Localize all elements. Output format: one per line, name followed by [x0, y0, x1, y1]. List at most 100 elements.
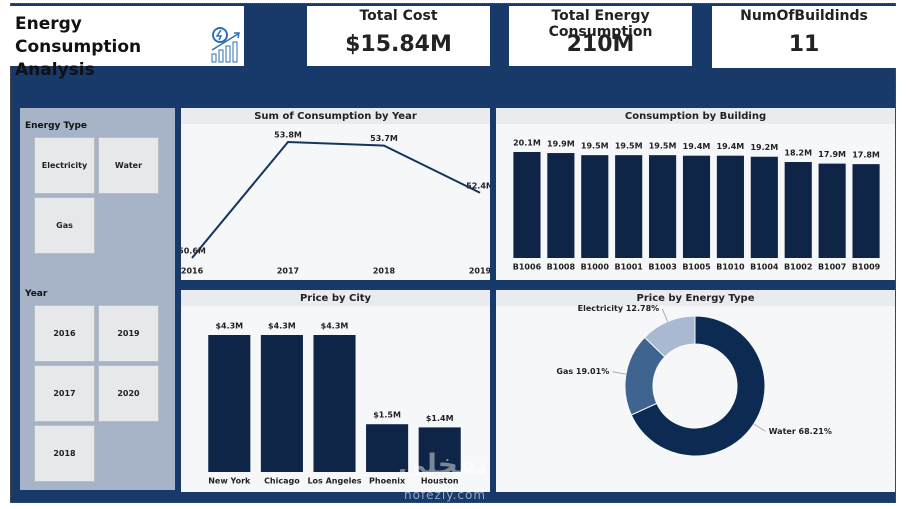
x-tick-label: B1009: [852, 263, 881, 272]
slicer-button[interactable]: 2018: [34, 425, 95, 482]
data-label: $1.4M: [426, 414, 454, 423]
slicer-button[interactable]: 2020: [98, 365, 159, 422]
chart-title: Price by Energy Type: [637, 293, 755, 304]
slicer-title: Energy Type: [25, 121, 88, 131]
bar: [366, 424, 409, 472]
data-label: 19.2M: [750, 143, 778, 152]
pie-slice: [643, 315, 696, 358]
x-tick-label: New York: [208, 477, 251, 486]
chart: Consumption by Building 20.1M B1006 19.9M B1…: [496, 108, 895, 280]
data-label: 19.5M: [615, 142, 643, 151]
x-tick-label: 2018: [373, 267, 396, 276]
bar: [260, 335, 303, 472]
bar: [418, 427, 461, 472]
x-tick-label: Phoenix: [369, 477, 406, 486]
x-tick-label: Los Angeles: [307, 477, 361, 486]
leader-line: [612, 371, 627, 375]
x-tick-label: 2016: [181, 267, 204, 276]
x-tick-label: B1000: [581, 263, 610, 272]
header-card: Energy Consumption Analysis: [10, 6, 244, 80]
data-label: 50.6M: [181, 247, 206, 256]
x-tick-label: B1010: [716, 263, 745, 272]
data-label: 19.5M: [649, 142, 677, 151]
data-label: Gas 19.01%: [556, 367, 609, 376]
x-tick-label: 2017: [277, 267, 299, 276]
data-label: 19.9M: [547, 140, 575, 149]
chart: Sum of Consumption by Year 50.6M 2016 53.8M…: [181, 108, 490, 280]
x-tick-label: 2019: [469, 267, 490, 276]
x-tick-label: B1008: [547, 263, 576, 272]
data-label: Water 68.21%: [769, 427, 832, 436]
x-tick-label: Houston: [421, 477, 459, 486]
slicer-button[interactable]: Gas: [34, 197, 95, 254]
watermark: nofezly.com: [404, 488, 487, 502]
kpi-value: 210M: [566, 32, 635, 57]
x-tick-label: B1007: [818, 263, 846, 272]
chart-title-band: [181, 108, 490, 124]
data-label: 19.4M: [683, 142, 711, 151]
chart-title: Price by City: [300, 293, 372, 304]
bar: [852, 164, 880, 258]
pie-slice: [630, 315, 766, 457]
data-label: $4.3M: [215, 322, 243, 331]
chart-title: Consumption by Building: [625, 111, 766, 122]
data-label: 17.9M: [818, 150, 846, 159]
watermark: نفخلي: [398, 448, 489, 481]
slicer-button[interactable]: Electricity: [34, 137, 95, 194]
kpi-card: Total Energy Consumption 210M: [509, 6, 692, 66]
slicer-title: Year: [25, 289, 48, 299]
kpi-card: Total Cost $15.84M: [307, 6, 490, 66]
line: [191, 140, 481, 259]
bar: [750, 156, 778, 258]
bar: [547, 153, 575, 258]
slicer-button[interactable]: 2017: [34, 365, 95, 422]
kpi-label: Total Energy Consumption: [548, 8, 653, 40]
bar: [581, 155, 609, 258]
chart-title-band: [496, 108, 895, 124]
bar: [208, 335, 251, 472]
chart-title-band: [181, 290, 490, 306]
bar: [682, 155, 711, 258]
data-label: $4.3M: [268, 322, 296, 331]
chart-title-band: [496, 290, 895, 306]
x-tick-label: B1004: [750, 263, 779, 272]
kpi-value: 11: [788, 32, 820, 57]
data-label: 18.2M: [784, 149, 812, 158]
data-label: $1.5M: [373, 411, 401, 420]
kpi-label: NumOfBuildinds: [740, 8, 868, 24]
slicer-button[interactable]: 2019: [98, 305, 159, 362]
x-tick-label: B1002: [784, 263, 812, 272]
x-tick-label: B1001: [614, 263, 643, 272]
data-label: 19.5M: [581, 142, 609, 151]
leader-line: [753, 423, 766, 432]
kpi-value: $15.84M: [345, 32, 452, 57]
bar: [716, 155, 744, 258]
data-label: 52.4M: [466, 181, 490, 190]
leader-line: [661, 308, 668, 322]
kpi-card: NumOfBuildinds 11: [712, 6, 896, 68]
x-tick-label: B1005: [682, 263, 711, 272]
data-label: $4.3M: [321, 322, 349, 331]
data-label: 53.7M: [370, 134, 398, 143]
bar: [818, 163, 846, 258]
bar: [784, 162, 812, 258]
chart-title: Sum of Consumption by Year: [254, 111, 417, 122]
bar: [513, 152, 541, 258]
x-tick-label: B1003: [648, 263, 676, 272]
chart: Price by Energy Type Water 68.21% Gas 19.0…: [496, 290, 895, 492]
chart-icon: [211, 27, 240, 63]
data-label: 19.4M: [717, 142, 745, 151]
slicer-button[interactable]: Water: [98, 137, 159, 194]
data-label: Electricity 12.78%: [578, 304, 660, 313]
bar: [615, 155, 643, 258]
dashboard-title: Energy Consumption Analysis: [15, 14, 142, 80]
data-label: 17.8M: [852, 151, 880, 160]
x-tick-label: B1006: [513, 263, 542, 272]
data-label: 53.8M: [274, 131, 302, 140]
kpi-label: Total Cost: [359, 8, 438, 24]
data-label: 20.1M: [513, 139, 541, 148]
slicer-button[interactable]: 2016: [34, 305, 95, 362]
x-tick-label: Chicago: [264, 477, 300, 486]
bar: [649, 155, 677, 258]
